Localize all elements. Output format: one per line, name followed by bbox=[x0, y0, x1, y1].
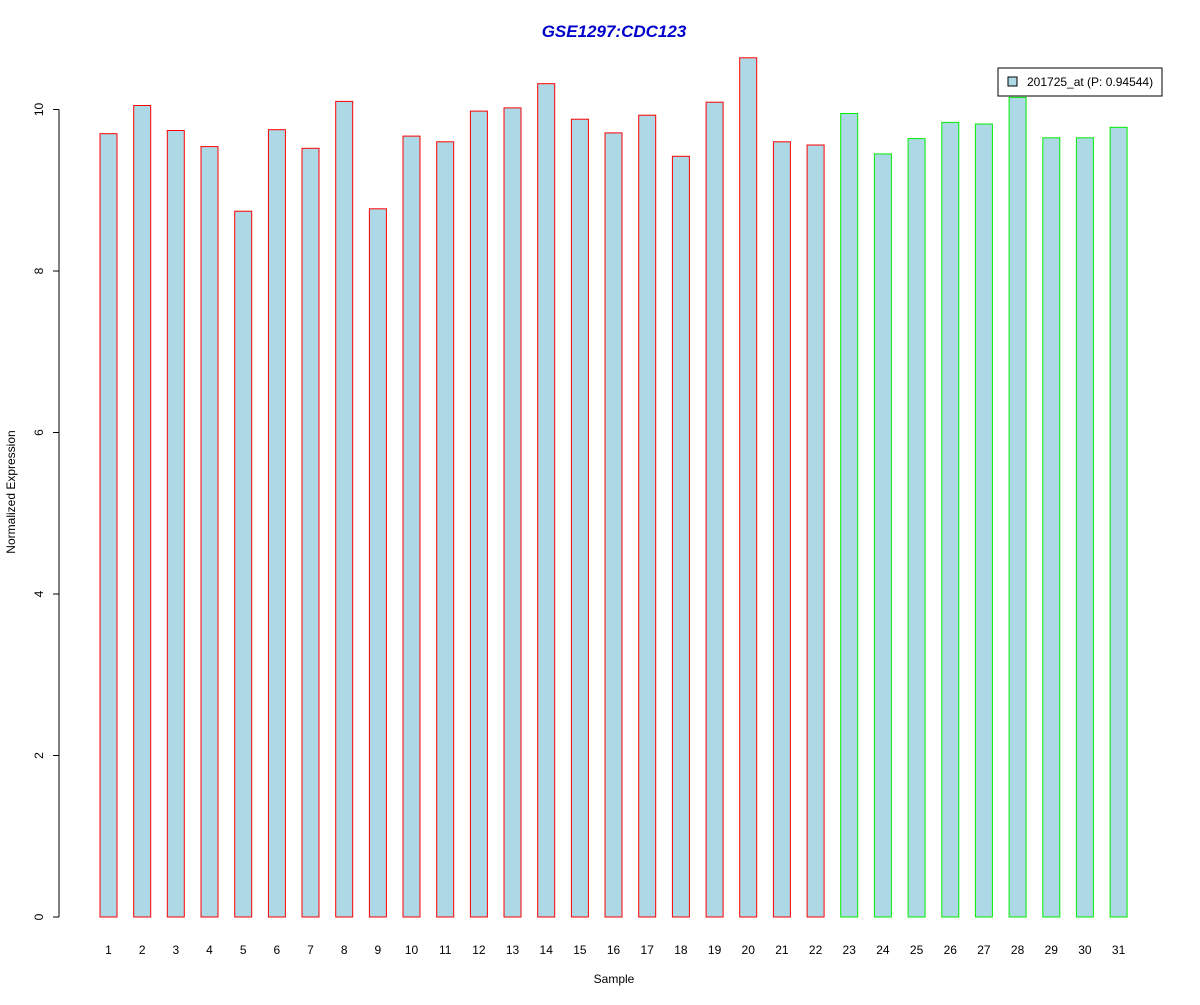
chart-title: GSE1297:CDC123 bbox=[542, 22, 687, 41]
bar bbox=[671, 155, 690, 918]
x-tick-label: 5 bbox=[240, 943, 247, 957]
x-tick-label: 6 bbox=[274, 943, 281, 957]
x-tick-label: 23 bbox=[843, 943, 857, 957]
y-tick-label: 2 bbox=[32, 752, 46, 759]
bar bbox=[1075, 137, 1094, 918]
x-tick-label: 24 bbox=[876, 943, 890, 957]
x-tick-label: 31 bbox=[1112, 943, 1126, 957]
x-tick-label: 11 bbox=[439, 943, 452, 957]
x-tick-label: 3 bbox=[172, 943, 179, 957]
x-tick-label: 20 bbox=[742, 943, 756, 957]
bar bbox=[638, 114, 657, 918]
x-tick-label: 30 bbox=[1078, 943, 1092, 957]
x-axis-label: Sample bbox=[594, 972, 635, 986]
bar bbox=[1008, 96, 1027, 918]
x-tick-label: 2 bbox=[139, 943, 146, 957]
x-tick-label: 26 bbox=[944, 943, 958, 957]
x-tick-label: 1 bbox=[105, 943, 112, 957]
bar bbox=[133, 105, 152, 918]
y-axis-label: Normalized Expression bbox=[4, 430, 18, 553]
bars-group bbox=[99, 57, 1128, 918]
x-tick-labels: 1 2 3 4 5 6 7 8 9 10 11 12 13 14 15 16 17 18 19 20 21 22 23 24 2… bbox=[105, 943, 1125, 957]
x-tick-label: 25 bbox=[910, 943, 924, 957]
x-tick-label: 7 bbox=[307, 943, 314, 957]
x-tick-label: 22 bbox=[809, 943, 823, 957]
x-tick-label: 15 bbox=[573, 943, 587, 957]
bar bbox=[772, 141, 791, 918]
legend-box bbox=[997, 67, 1163, 97]
bar bbox=[503, 107, 522, 918]
x-tick-label: 29 bbox=[1045, 943, 1059, 957]
x-tick-label: 9 bbox=[375, 943, 382, 957]
x-tick-label: 18 bbox=[674, 943, 688, 957]
bar bbox=[1042, 137, 1061, 918]
x-tick-label: 4 bbox=[206, 943, 213, 957]
bar bbox=[301, 147, 320, 918]
bar bbox=[806, 144, 825, 918]
bar bbox=[570, 118, 589, 918]
x-tick-label: 10 bbox=[405, 943, 419, 957]
bar bbox=[335, 100, 354, 918]
bar bbox=[907, 138, 926, 918]
x-tick-label: 21 bbox=[775, 943, 789, 957]
y-tick-label: 4 bbox=[32, 590, 46, 597]
bar bbox=[941, 121, 960, 918]
x-tick-label: 19 bbox=[708, 943, 722, 957]
x-tick-label: 27 bbox=[977, 943, 991, 957]
bar bbox=[234, 210, 253, 918]
x-tick-label: 16 bbox=[607, 943, 621, 957]
x-tick-label: 28 bbox=[1011, 943, 1025, 957]
bar bbox=[840, 113, 859, 918]
bar bbox=[200, 146, 219, 918]
bar bbox=[436, 141, 455, 918]
x-tick-label: 14 bbox=[540, 943, 554, 957]
bar bbox=[974, 123, 993, 918]
bar bbox=[705, 101, 724, 918]
legend-label: 201725_at (P: 0.94544) bbox=[1027, 75, 1153, 89]
bar bbox=[99, 133, 118, 918]
y-tick-label: 0 bbox=[32, 913, 46, 920]
y-tick-label: 8 bbox=[32, 267, 46, 274]
bar bbox=[166, 130, 185, 918]
bar bbox=[537, 83, 556, 918]
legend: 201725_at (P: 0.94544) bbox=[997, 67, 1163, 97]
x-tick-label: 8 bbox=[341, 943, 348, 957]
bar bbox=[402, 135, 421, 918]
bar bbox=[604, 132, 623, 918]
bar bbox=[469, 110, 488, 918]
bar bbox=[739, 57, 758, 918]
bar bbox=[873, 153, 892, 918]
y-axis: 0 2 4 6 8 10 bbox=[32, 103, 60, 920]
x-tick-label: 12 bbox=[472, 943, 486, 957]
bar bbox=[267, 129, 286, 918]
y-tick-label: 10 bbox=[32, 103, 46, 117]
bar bbox=[1109, 126, 1128, 918]
x-tick-label: 13 bbox=[506, 943, 520, 957]
legend-swatch bbox=[1007, 76, 1018, 87]
y-tick-label: 6 bbox=[32, 429, 46, 436]
bar bbox=[368, 208, 387, 918]
x-tick-label: 17 bbox=[641, 943, 655, 957]
